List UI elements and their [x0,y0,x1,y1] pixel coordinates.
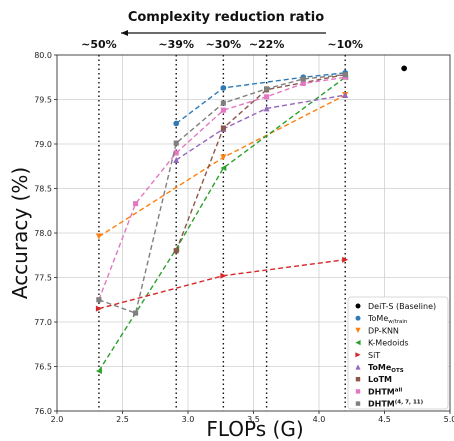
series-line [175,73,346,252]
y-tick-label: 79.0 [34,140,52,149]
data-point [173,150,179,156]
ratio-labels: ~50% ~39% ~30% ~22% ~10% [81,38,363,51]
data-point [220,125,226,131]
series-line [175,94,346,161]
series-group [95,92,349,240]
data-point [342,72,348,78]
y-axis-label: Accuracy (%) [8,167,32,299]
ratio-label: ~22% [249,38,285,51]
legend-marker [355,401,361,406]
legend-label: ToMew/train [367,314,408,325]
y-tick-label: 77.0 [34,318,52,327]
series-line [98,259,346,310]
series-line [98,76,346,372]
data-point [173,157,180,164]
y-tick-label: 77.5 [34,274,52,283]
legend-marker [355,376,361,382]
legend-label: DHTM(4, 7, 11) [368,400,424,409]
y-tick-label: 78.5 [34,185,52,194]
legend-box [347,296,449,410]
ratio-label: ~30% [206,38,242,51]
series-group [96,72,348,316]
data-point [173,248,179,254]
series-line [98,94,346,238]
legend-marker [355,340,361,346]
data-point [96,297,102,303]
legend-label: DP-KNN [368,326,399,335]
data-point [342,92,349,99]
legend-label: SiT [368,351,380,360]
legend-marker [355,327,361,333]
y-tick-label: 76.5 [34,363,52,372]
legend-marker [355,315,361,321]
legend-marker [355,389,361,394]
data-point [133,310,139,316]
series-group [173,69,349,127]
x-axis-label: FLOPs (G) [206,417,303,441]
ratio-reference-lines [98,55,346,411]
data-point [264,94,270,100]
legend-marker [355,364,361,370]
data-point [220,107,226,113]
y-ticks: 76.0 76.5 77.0 77.5 78.0 78.5 79.0 79.5 80.0 [34,51,57,416]
data-point [173,140,179,146]
series-line [175,72,346,125]
x-tick-label: 4.5 [378,415,391,424]
series-group [95,256,349,312]
title-arrow [121,30,326,36]
x-tick-label: 4.0 [313,415,326,424]
legend-label: LoTM [368,375,392,384]
ratio-label: ~50% [81,38,117,51]
data-point [220,100,226,106]
legend-marker [355,303,361,309]
legend-marker [355,352,361,358]
x-tick-label: 3.5 [247,415,260,424]
data-point [342,256,349,263]
data-point [300,76,306,82]
x-tick-label: 2.5 [116,415,129,424]
data-point [220,85,227,91]
data-point [95,367,102,374]
series-group [173,92,349,164]
data-point [95,305,102,312]
data-point [220,154,227,161]
ratio-label: ~39% [158,38,194,51]
data-point [263,105,270,112]
data-point [133,201,139,207]
legend-label: DeiT-S (Baseline) [368,302,436,311]
y-tick-label: 78.0 [34,229,52,238]
data-point [173,120,180,127]
data-point [401,65,407,72]
data-point [264,86,270,92]
y-tick-label: 80.0 [34,51,52,60]
series-group [95,74,349,374]
x-tick-label: 3.0 [182,415,195,424]
y-tick-label: 76.0 [34,407,52,416]
x-tick-label: 5.0 [444,415,454,424]
legend-label: K-Medoids [368,339,409,348]
ratio-label: ~10% [327,38,363,51]
data-point [95,233,102,240]
data-point [300,80,306,87]
data-point [220,272,227,279]
chart-title: Complexity reduction ratio [128,10,324,25]
x-ticks: 2.0 2.5 3.0 3.5 4.0 4.5 5.0 [51,411,454,424]
legend-label: DHTMall [368,387,402,396]
y-tick-label: 79.5 [34,96,52,105]
legend-label: ToMeOTS [368,363,404,374]
x-tick-label: 2.0 [51,415,64,424]
series [95,65,407,374]
series-group [401,65,407,72]
data-point [220,165,227,172]
